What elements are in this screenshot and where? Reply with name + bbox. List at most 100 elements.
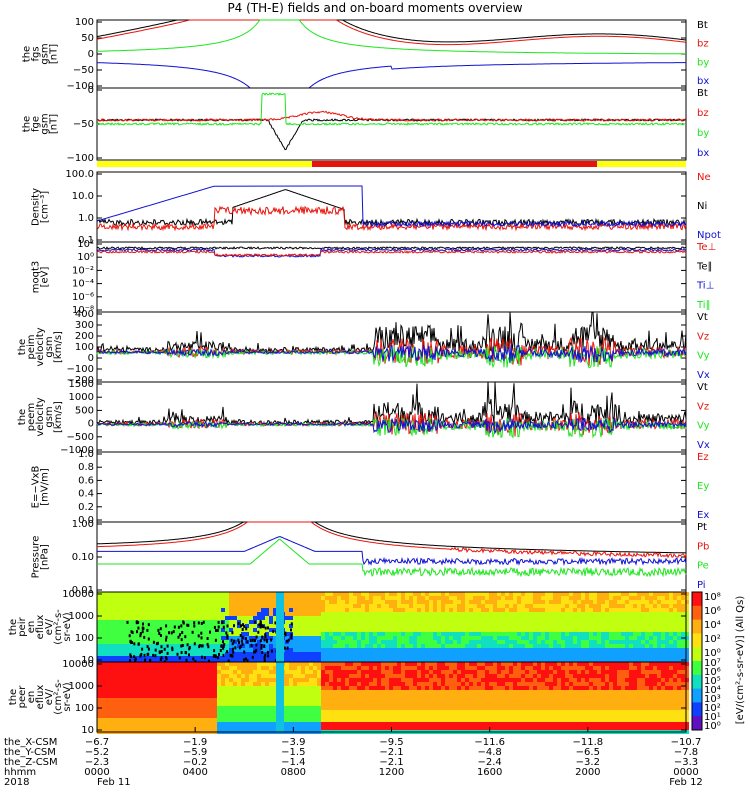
heatmap-cell <box>125 652 129 656</box>
line-Pt <box>97 521 686 554</box>
heatmap-gap <box>188 653 190 657</box>
heatmap-cell <box>133 620 137 624</box>
heatmap-cell <box>297 722 301 726</box>
heatmap-cell <box>557 652 561 656</box>
heatmap-cell <box>185 714 189 718</box>
heatmap-cell <box>549 632 553 636</box>
heatmap-cell <box>201 702 205 706</box>
heatmap-cell <box>493 656 497 660</box>
heatmap-cell <box>561 592 565 596</box>
heatmap-cell <box>461 690 465 694</box>
heatmap-cell <box>169 718 173 722</box>
heatmap-cell <box>101 698 105 702</box>
line-by <box>96 92 686 126</box>
heatmap-cell <box>305 656 309 660</box>
heatmap-cell <box>565 656 569 660</box>
heatmap-cell <box>405 612 409 616</box>
heatmap-cell <box>317 596 321 600</box>
heatmap-cell <box>381 726 385 730</box>
heatmap-cell <box>341 620 345 624</box>
heatmap-cell <box>161 710 165 714</box>
heatmap-cell <box>105 608 109 612</box>
heatmap-gap <box>129 640 132 643</box>
heatmap-cell <box>541 640 545 644</box>
heatmap-cell <box>253 694 257 698</box>
heatmap-cell <box>657 648 661 652</box>
heatmap-cell <box>181 666 185 670</box>
heatmap-cell <box>305 690 309 694</box>
heatmap-cell <box>305 698 309 702</box>
heatmap-cell <box>237 714 241 718</box>
heatmap-cell <box>337 616 341 620</box>
heatmap-cell <box>133 666 137 670</box>
heatmap-cell <box>617 632 621 636</box>
heatmap-cell <box>313 592 317 596</box>
heatmap-cell <box>497 682 501 686</box>
heatmap-cell <box>169 604 173 608</box>
heatmap-cell <box>329 662 333 666</box>
heatmap-cell <box>465 678 469 682</box>
heatmap-cell <box>109 718 113 722</box>
heatmap-cell <box>405 596 409 600</box>
heatmap-cell <box>385 640 389 644</box>
heatmap-cell <box>249 678 253 682</box>
heatmap-cell <box>425 636 429 640</box>
heatmap-cell <box>229 718 233 722</box>
heatmap-cell <box>117 616 121 620</box>
heatmap-cell <box>401 706 405 710</box>
heatmap-cell <box>533 612 537 616</box>
heatmap-cell <box>473 628 477 632</box>
heatmap-cell <box>233 690 237 694</box>
heatmap-cell <box>473 596 477 600</box>
heatmap-cell <box>673 624 677 628</box>
heatmap-cell <box>345 628 349 632</box>
heatmap-cell <box>377 722 381 726</box>
heatmap-cell <box>489 656 493 660</box>
heatmap-cell <box>465 710 469 714</box>
heatmap-cell <box>661 648 665 652</box>
heatmap-cell <box>365 592 369 596</box>
heatmap-cell <box>137 600 141 604</box>
heatmap-cell <box>437 648 441 652</box>
heatmap-cell <box>437 718 441 722</box>
heatmap-gap <box>264 626 267 630</box>
heatmap-cell <box>221 678 225 682</box>
heatmap-cell <box>185 620 189 624</box>
heatmap-cell <box>209 624 213 628</box>
heatmap-cell <box>289 592 293 596</box>
heatmap-cell <box>253 604 257 608</box>
heatmap-cell <box>389 694 393 698</box>
heatmap-cell <box>673 656 677 660</box>
heatmap-cell <box>209 674 213 678</box>
heatmap-cell <box>153 710 157 714</box>
heatmap-cell <box>393 726 397 730</box>
heatmap-cell <box>601 644 605 648</box>
heatmap-cell <box>253 718 257 722</box>
heatmap-cell <box>441 714 445 718</box>
heatmap-cell <box>385 678 389 682</box>
heatmap-cell <box>453 702 457 706</box>
heatmap-cell <box>609 656 613 660</box>
heatmap-cell <box>493 666 497 670</box>
heatmap-cell <box>361 718 365 722</box>
heatmap-cell <box>221 600 225 604</box>
heatmap-cell <box>453 652 457 656</box>
heatmap-cell <box>141 612 145 616</box>
heatmap-cell <box>321 596 325 600</box>
heatmap-cell <box>317 604 321 608</box>
heatmap-cell <box>173 694 177 698</box>
heatmap-cell <box>637 640 641 644</box>
heatmap-cell <box>461 710 465 714</box>
heatmap-cell <box>109 632 113 636</box>
heatmap-cell <box>641 648 645 652</box>
y-tick-label: −1000 <box>60 445 94 456</box>
heatmap-cell <box>561 608 565 612</box>
heatmap-cell <box>449 636 453 640</box>
heatmap-cell <box>317 592 321 596</box>
heatmap-cell <box>609 596 613 600</box>
heatmap-cell <box>197 686 201 690</box>
heatmap-cell <box>177 620 181 624</box>
heatmap-cell <box>405 690 409 694</box>
heatmap-cell <box>325 710 329 714</box>
